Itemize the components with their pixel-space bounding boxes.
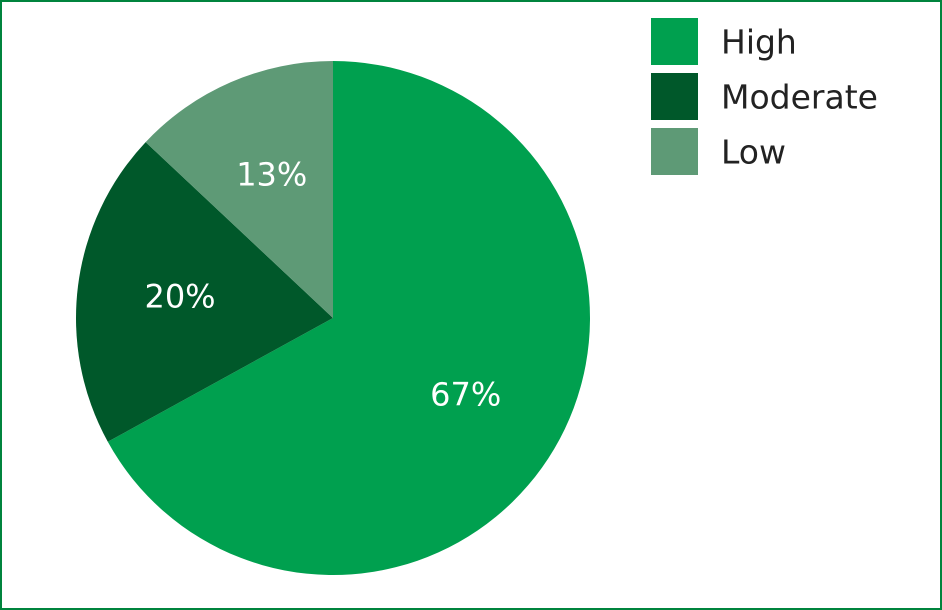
value-label: 67%	[430, 375, 501, 413]
legend-swatch	[651, 18, 698, 65]
legend-swatch	[651, 73, 698, 120]
legend-label: Low	[721, 133, 786, 172]
pie-slice	[76, 142, 333, 442]
legend-label: Moderate	[721, 78, 878, 117]
legend-label: High	[721, 23, 797, 62]
value-label: 20%	[144, 278, 215, 316]
legend-swatch	[651, 128, 698, 175]
pie-slice	[107, 61, 590, 575]
value-label: 13%	[236, 155, 307, 193]
pie-slice	[145, 61, 333, 318]
